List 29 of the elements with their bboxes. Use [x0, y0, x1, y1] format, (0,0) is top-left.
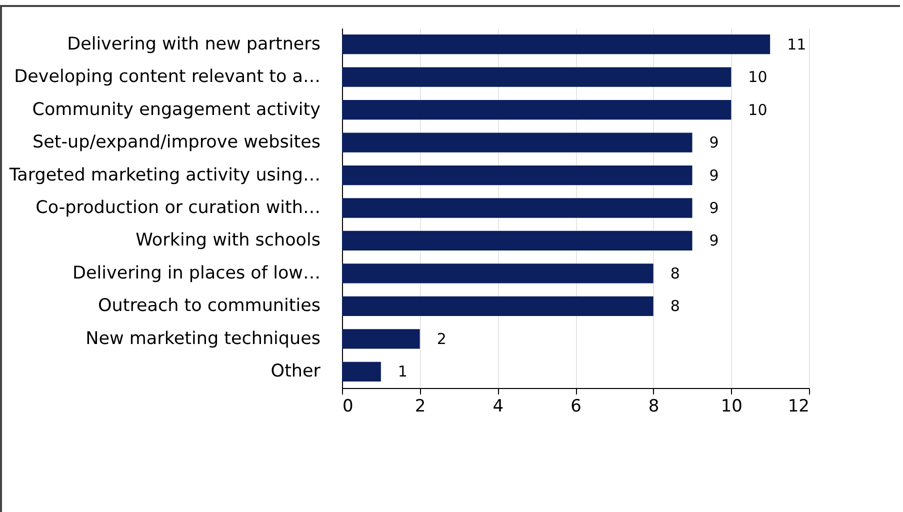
x-tick-label: 0 [342, 396, 354, 416]
x-tick-label: 2 [414, 396, 426, 416]
x-tick-label: 6 [570, 396, 582, 416]
y-tick-label: Other [270, 362, 322, 382]
data-label: 11 [787, 35, 806, 54]
data-label: 9 [709, 199, 719, 217]
y-tick-label: Targeted marketing activity using… [8, 165, 320, 186]
data-label: 2 [436, 330, 446, 348]
data-label: 9 [709, 232, 719, 250]
data-label: 8 [670, 297, 680, 316]
x-tick-label: 4 [492, 396, 504, 416]
x-tick-label: 10 [720, 396, 742, 416]
y-tick-label: Community engagement activity [32, 100, 320, 120]
x-tick-label: 8 [648, 396, 660, 416]
y-tick-label: Outreach to communities [98, 296, 320, 316]
data-label: 9 [709, 134, 719, 152]
data-label: 9 [709, 166, 719, 184]
y-tick-label: Working with schools [136, 230, 320, 251]
data-label: 8 [670, 264, 680, 282]
x-tick-label: 12 [788, 396, 810, 416]
y-tick-label: Set-up/expand/improve websites [32, 132, 320, 153]
data-label: 10 [748, 100, 768, 119]
y-tick-label: Delivering in places of low… [72, 263, 320, 284]
y-tick-label: Developing content relevant to a… [14, 67, 320, 88]
y-tick-label: Co-production or curation with… [36, 198, 320, 218]
y-tick-label: Delivering with new partners [67, 34, 320, 54]
y-tick-label: New marketing techniques [86, 328, 320, 349]
data-label: 1 [398, 362, 408, 381]
data-label: 10 [748, 68, 768, 86]
